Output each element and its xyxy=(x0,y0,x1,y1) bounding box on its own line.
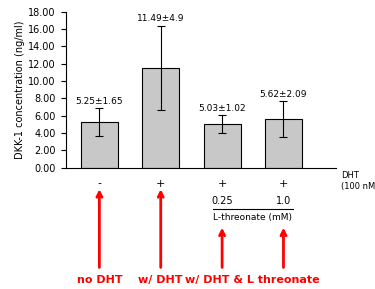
Text: 5.25±1.65: 5.25±1.65 xyxy=(75,97,123,106)
Text: w/ DHT: w/ DHT xyxy=(138,275,183,285)
Text: no DHT: no DHT xyxy=(76,275,122,285)
Text: +: + xyxy=(217,179,227,188)
Bar xyxy=(204,124,240,168)
Text: +: + xyxy=(156,179,165,188)
Text: 11.49±4.9: 11.49±4.9 xyxy=(137,14,184,23)
Text: 5.03±1.02: 5.03±1.02 xyxy=(198,104,246,113)
Text: 1.0: 1.0 xyxy=(276,196,291,206)
Text: w/ DHT & L threonate: w/ DHT & L threonate xyxy=(186,275,320,285)
Text: -: - xyxy=(98,179,101,188)
Text: +: + xyxy=(279,179,288,188)
Bar xyxy=(265,119,302,168)
Text: 0.25: 0.25 xyxy=(211,196,233,206)
Bar xyxy=(142,68,179,168)
Text: L-threonate (mM): L-threonate (mM) xyxy=(213,213,292,222)
Text: DHT
(100 nM): DHT (100 nM) xyxy=(341,171,375,191)
Text: 5.62±2.09: 5.62±2.09 xyxy=(260,90,307,99)
Y-axis label: DKK-1 concentration (ng/ml): DKK-1 concentration (ng/ml) xyxy=(15,20,26,159)
Bar xyxy=(81,122,118,168)
